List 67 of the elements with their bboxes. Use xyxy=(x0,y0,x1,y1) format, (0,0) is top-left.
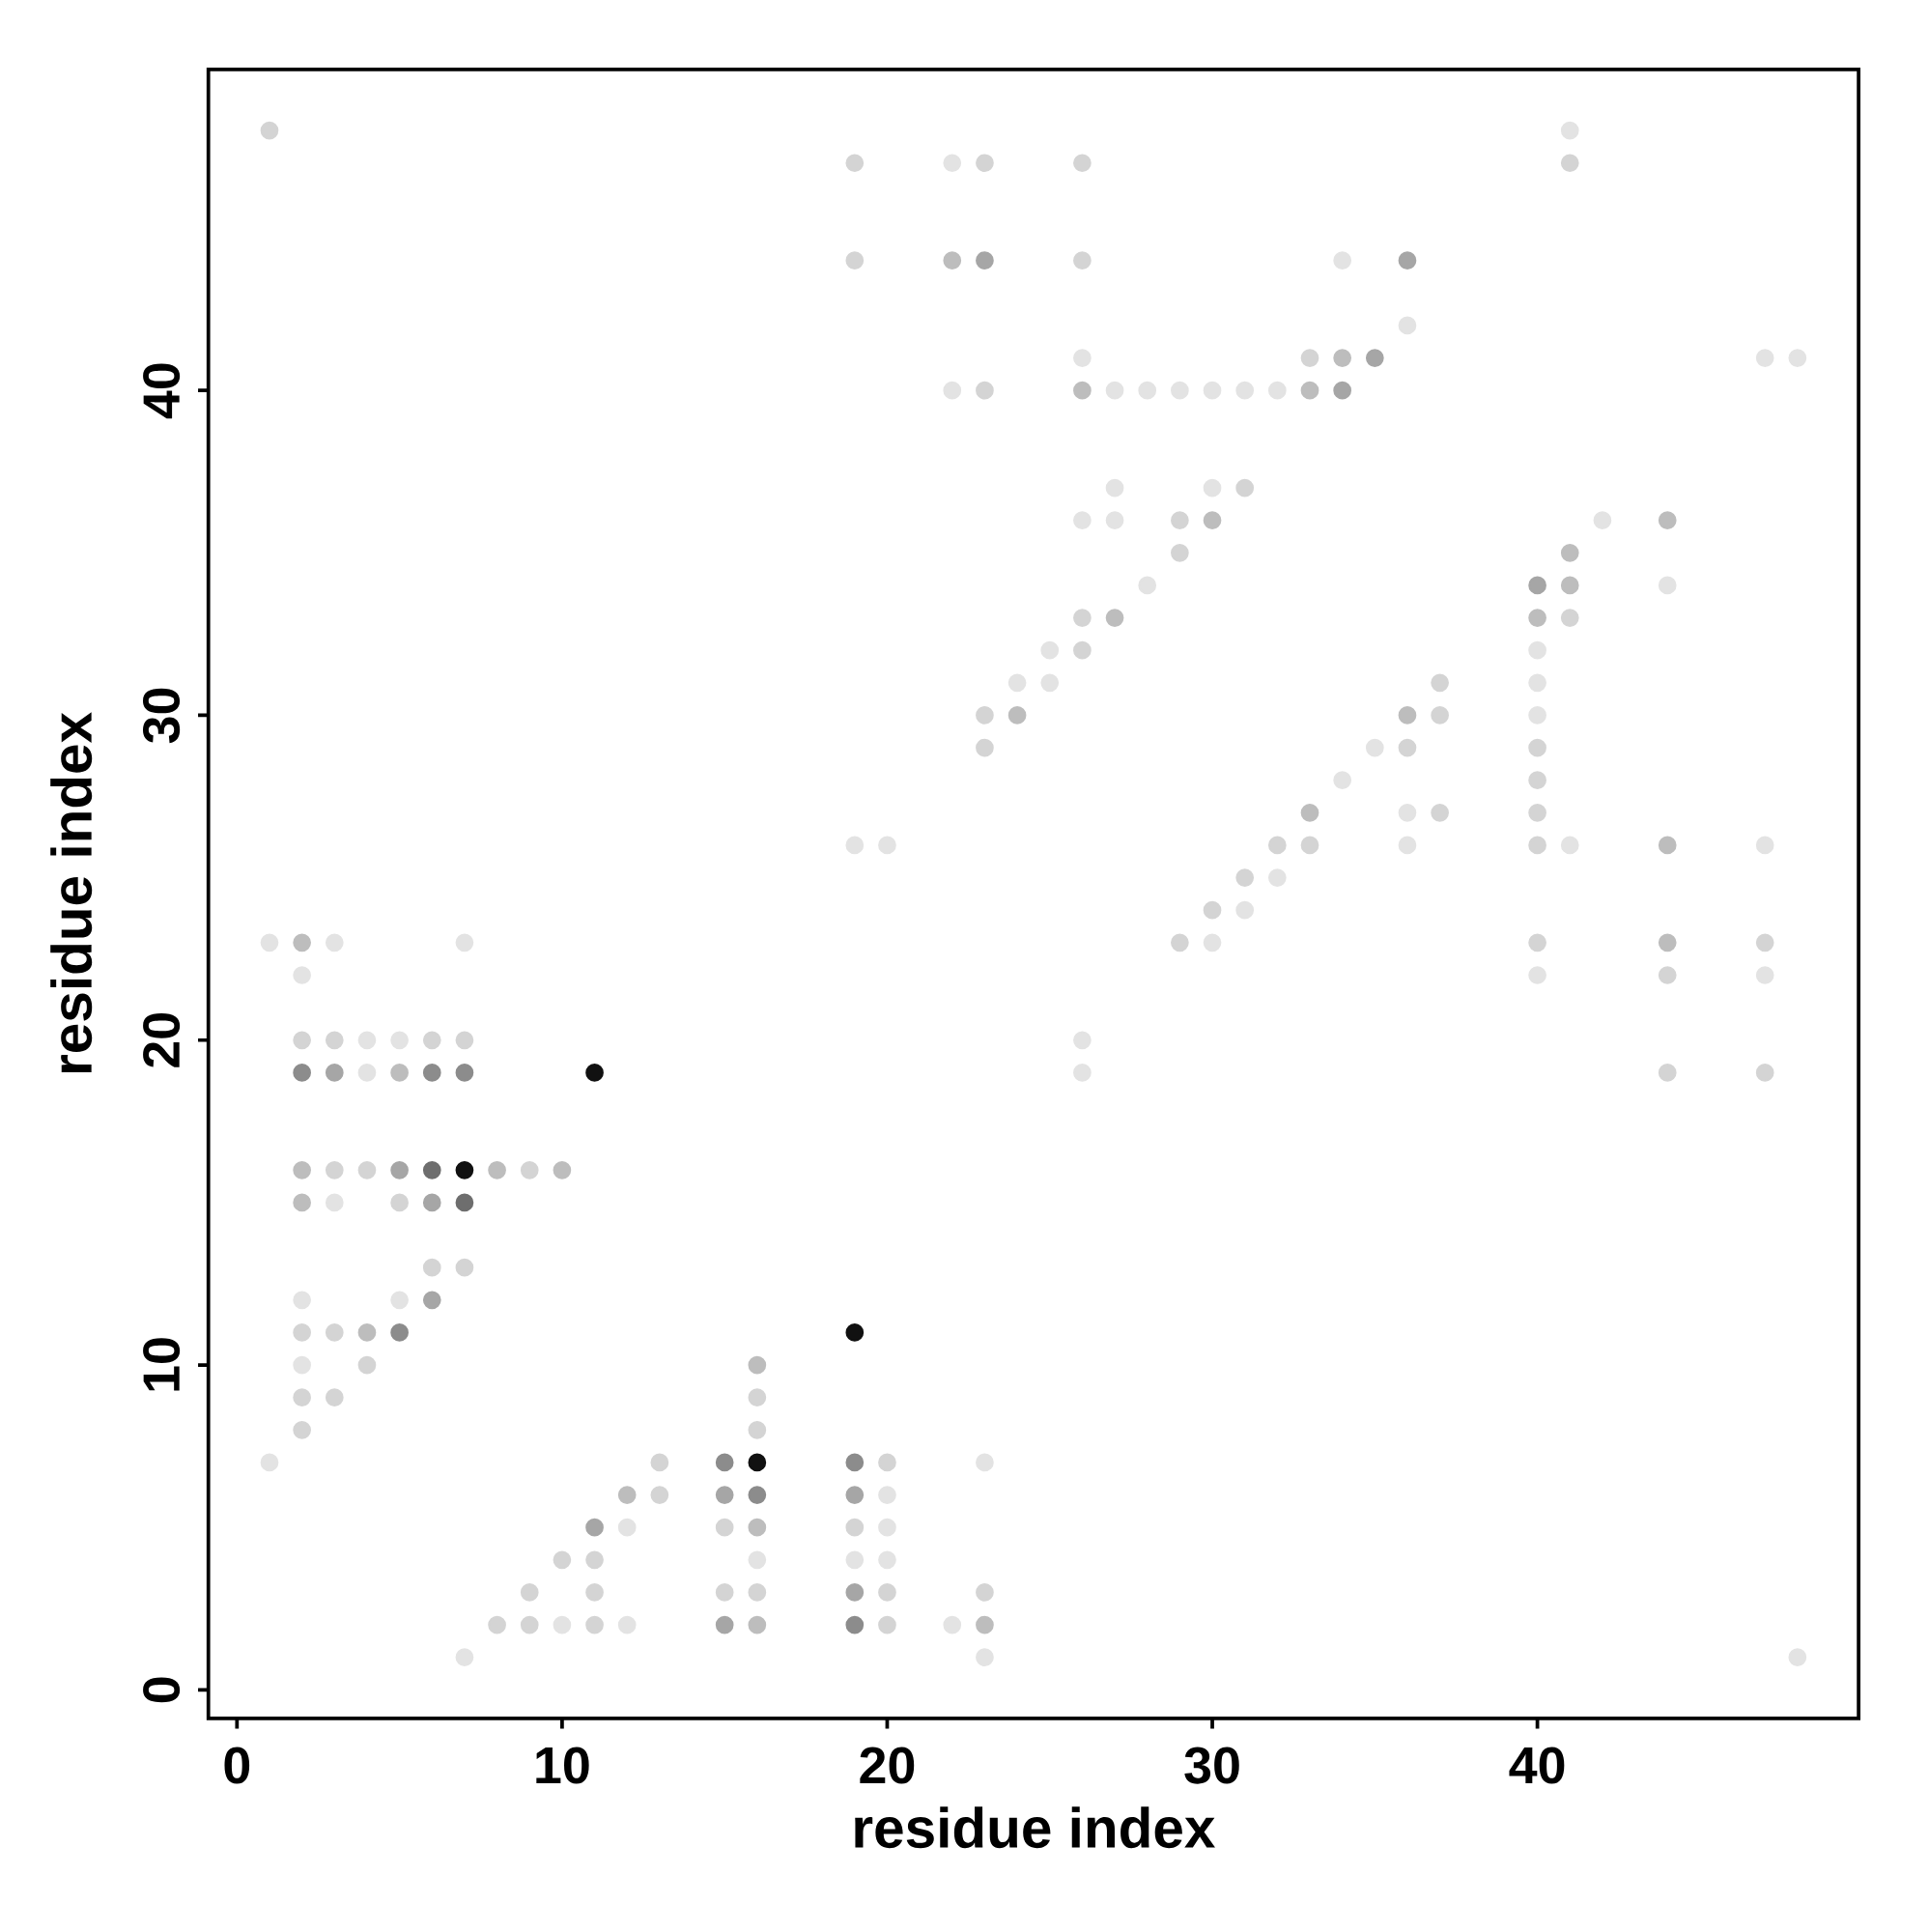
point xyxy=(422,1064,441,1082)
x-tick-label: 20 xyxy=(860,1747,915,1784)
point xyxy=(390,1064,409,1082)
point xyxy=(293,1064,311,1082)
point xyxy=(1658,511,1677,530)
x-tick-label: 40 xyxy=(1509,1747,1565,1784)
point xyxy=(1528,609,1546,627)
point xyxy=(943,251,961,270)
point xyxy=(975,251,994,270)
point xyxy=(1007,706,1027,724)
point xyxy=(357,1323,377,1342)
point xyxy=(455,1160,474,1179)
point xyxy=(748,1518,767,1537)
x-tick-label: 30 xyxy=(1184,1747,1239,1784)
point xyxy=(1560,543,1579,562)
point xyxy=(1203,511,1222,530)
y-axis-title: residue index xyxy=(50,712,93,1073)
point xyxy=(390,1160,409,1179)
point xyxy=(845,1615,864,1634)
point xyxy=(845,1453,864,1472)
y-tick-label: 40 xyxy=(142,363,180,419)
point xyxy=(845,1323,864,1342)
point xyxy=(585,1518,604,1537)
y-tick-label: 30 xyxy=(142,688,180,744)
point xyxy=(715,1615,734,1634)
point xyxy=(422,1193,441,1212)
point xyxy=(845,1486,864,1504)
y-tick-label: 20 xyxy=(142,1013,180,1067)
x-axis-title: residue index xyxy=(855,1806,1215,1849)
point xyxy=(748,1453,767,1472)
point xyxy=(1528,576,1546,595)
point xyxy=(1300,381,1319,400)
point xyxy=(1658,836,1677,855)
point xyxy=(455,1193,474,1212)
point xyxy=(1333,381,1351,400)
point xyxy=(390,1323,409,1342)
x-tick-label: 10 xyxy=(536,1747,589,1784)
point xyxy=(1560,576,1579,595)
point xyxy=(455,1064,474,1082)
x-tick-label: 0 xyxy=(224,1747,249,1784)
point xyxy=(1072,381,1092,400)
point xyxy=(325,1064,344,1082)
point xyxy=(975,1615,994,1634)
point xyxy=(1105,609,1124,627)
point xyxy=(1365,349,1384,367)
point xyxy=(1300,803,1319,822)
point xyxy=(1658,933,1677,952)
point xyxy=(293,933,311,952)
point xyxy=(293,1193,311,1212)
point xyxy=(422,1160,441,1179)
point xyxy=(585,1064,604,1082)
point xyxy=(715,1486,734,1504)
point xyxy=(845,1583,864,1602)
point xyxy=(553,1160,572,1179)
point xyxy=(617,1486,637,1504)
y-tick-label: 10 xyxy=(142,1338,180,1391)
point xyxy=(748,1355,767,1375)
point xyxy=(748,1486,767,1504)
point xyxy=(488,1160,506,1179)
point xyxy=(1398,706,1417,724)
point xyxy=(715,1453,734,1472)
point xyxy=(748,1615,767,1634)
point xyxy=(1398,251,1417,270)
point xyxy=(422,1291,441,1310)
point xyxy=(1333,349,1351,367)
y-tick-label: 0 xyxy=(142,1677,180,1703)
point xyxy=(293,1160,311,1179)
